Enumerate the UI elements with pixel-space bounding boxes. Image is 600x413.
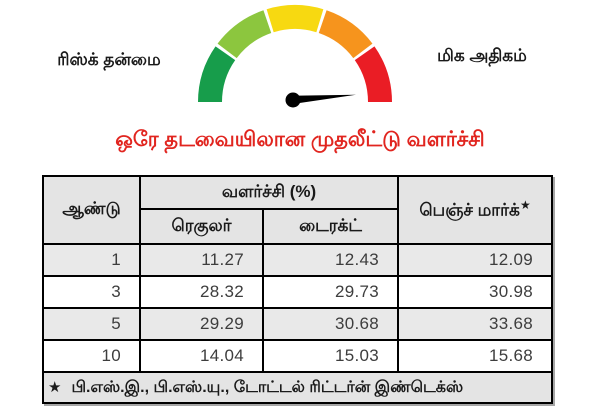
gauge-segment-low [198,46,236,102]
year-cell: 1 [42,243,141,277]
direct-cell: 12.43 [261,243,400,277]
gauge-needle [291,94,356,105]
direct-cell: 30.68 [261,307,400,341]
table-row: 5 29.29 30.68 33.68 [42,307,554,341]
regular-cell: 29.29 [139,307,264,341]
col-header-benchmark: பெஞ்ச் மார்க்★ [397,175,554,245]
col-header-growth-group: வளர்ச்சி (%) [138,175,400,210]
footnote-text: பி.எஸ்.இ., பி.எஸ்.யு., டோட்டல் ரிட்டர்ன்… [71,378,464,396]
direct-cell: 15.03 [261,339,400,373]
gauge-segment-moderate [266,5,324,33]
regular-cell: 28.32 [139,275,264,309]
benchmark-cell: 30.98 [397,275,554,309]
gauge-segment-high [354,46,392,102]
benchmark-star-icon: ★ [519,197,531,212]
footnote-star-icon: ★ [48,378,62,396]
direct-cell: 29.73 [261,275,400,309]
gauge-needle-hub [285,92,301,108]
gauge-segment-moderately-high [318,10,373,59]
table-row: 3 28.32 29.73 30.98 [42,275,554,309]
benchmark-label: பெஞ்ச் மார்க் [419,200,520,220]
growth-table: ஆண்டு வளர்ச்சி (%) பெஞ்ச் மார்க்★ ரெகுலர… [41,175,554,404]
benchmark-cell: 33.68 [397,307,554,341]
gauge-right-label: மிக அதிகம் [437,46,527,65]
footnote-cell: ★ பி.எஸ்.இ., பி.எஸ்.யு., டோட்டல் ரிட்டர்ன… [41,371,554,404]
year-cell: 3 [42,275,141,309]
col-header-regular: ரெகுலர் [139,208,264,245]
risk-gauge-meter [198,5,392,108]
col-header-year: ஆண்டு [42,175,141,245]
col-header-direct: டைரக்ட் [261,208,400,245]
year-cell: 10 [42,339,141,373]
benchmark-cell: 12.09 [397,243,554,277]
table-row: 1 11.27 12.43 12.09 [42,243,554,277]
table-row: 10 14.04 15.03 15.68 [42,339,554,373]
table-footnote-row: ★ பி.எஸ்.இ., பி.எஸ்.யு., டோட்டல் ரிட்டர்ன… [41,371,554,404]
year-cell: 5 [42,307,141,341]
page-title: ஒரே தடவையிலான முதலீட்டு வளர்ச்சி [115,128,485,151]
regular-cell: 11.27 [139,243,264,277]
gauge-segment-moderately-low [217,10,272,59]
gauge-left-label: ரிஸ்க் தன்மை [57,50,161,69]
regular-cell: 14.04 [139,339,264,373]
benchmark-cell: 15.68 [397,339,554,373]
